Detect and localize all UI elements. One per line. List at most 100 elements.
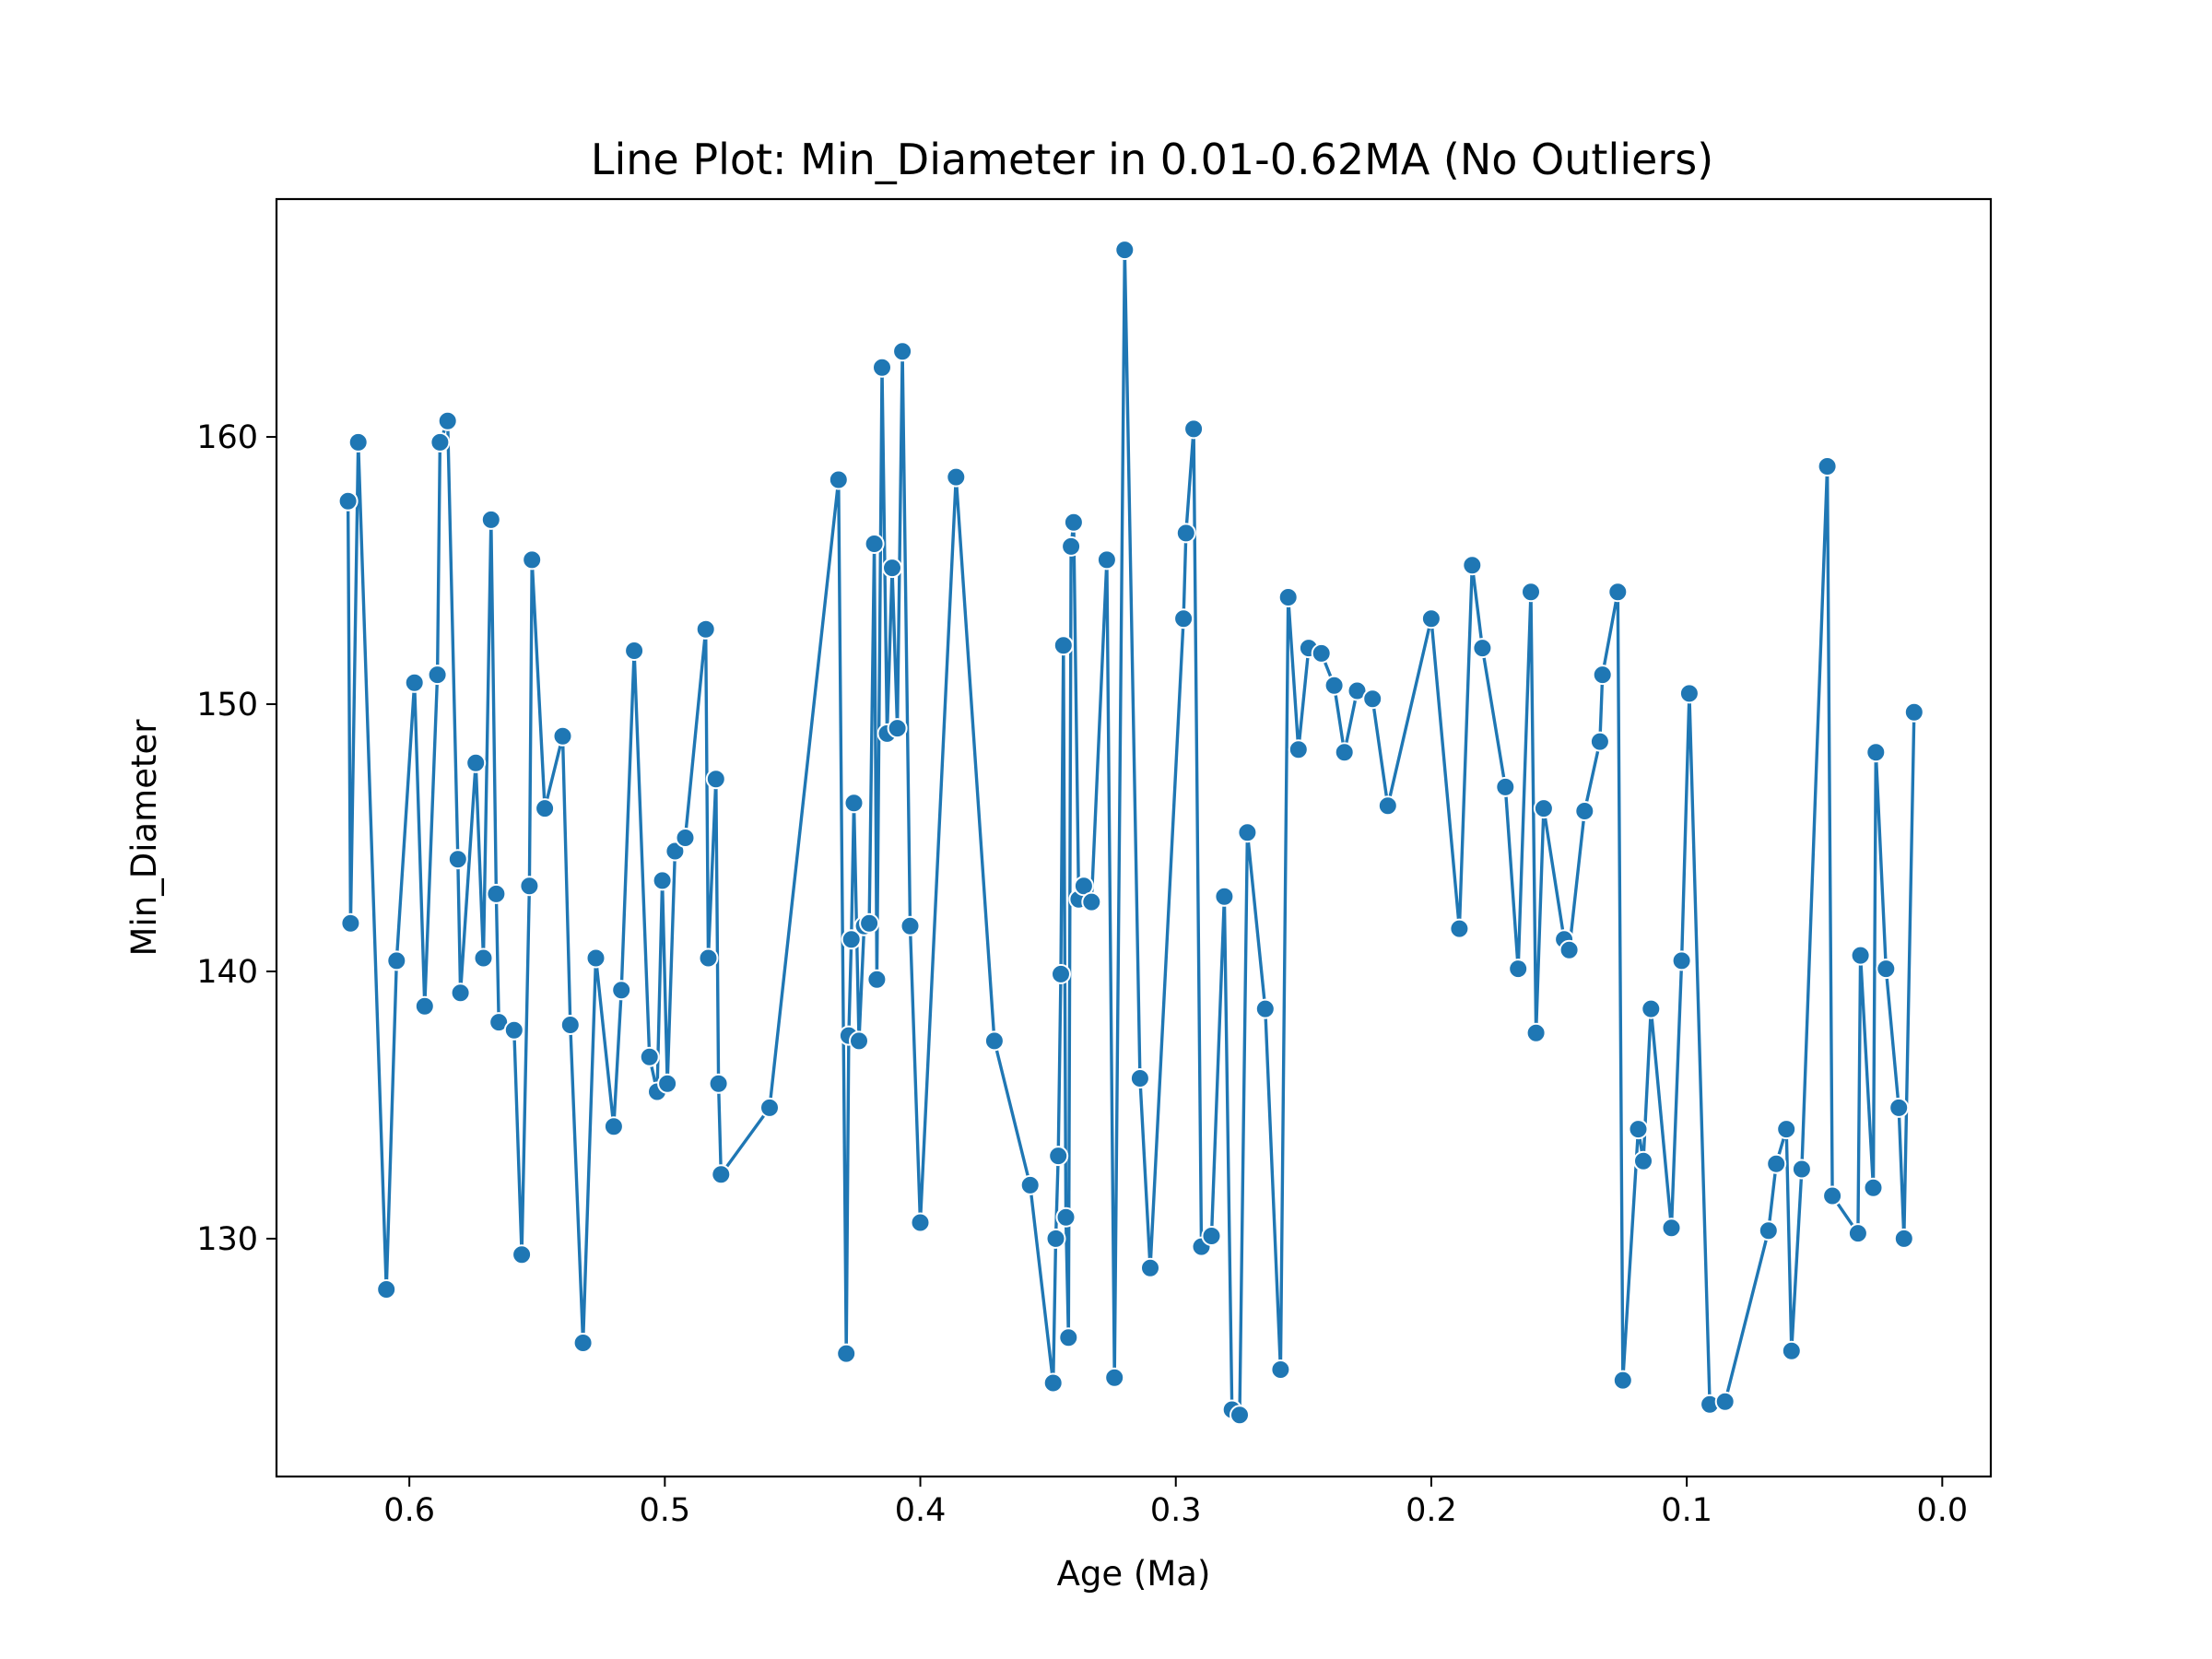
- data-point: [828, 469, 849, 490]
- data-point: [1096, 549, 1117, 571]
- data-point: [1045, 1228, 1066, 1249]
- data-point: [1048, 1146, 1069, 1167]
- x-tick-label: 0.0: [1916, 1492, 1968, 1529]
- data-point: [910, 1212, 931, 1233]
- data-point: [657, 1073, 678, 1094]
- data-point: [1334, 742, 1355, 763]
- x-tick-label: 0.2: [1406, 1492, 1457, 1529]
- data-point: [695, 618, 716, 640]
- data-point: [1678, 683, 1700, 704]
- data-point: [450, 982, 471, 1004]
- data-point: [1781, 1340, 1802, 1361]
- data-point: [1495, 776, 1516, 797]
- data-point: [486, 883, 507, 904]
- data-point: [1058, 1327, 1079, 1348]
- x-tick-label: 0.3: [1150, 1492, 1202, 1529]
- data-point: [522, 549, 543, 571]
- data-point: [552, 725, 573, 747]
- data-point: [535, 798, 556, 819]
- data-point: [386, 950, 407, 971]
- data-point: [864, 534, 885, 554]
- y-tick-label: 130: [196, 1221, 258, 1258]
- data-point: [1377, 795, 1398, 817]
- data-point: [376, 1279, 397, 1300]
- series-layer: [337, 240, 1924, 1426]
- data-point: [1766, 1153, 1787, 1174]
- data-point: [1612, 1370, 1633, 1391]
- data-point: [1850, 945, 1871, 966]
- data-point: [1081, 891, 1102, 912]
- data-point: [1607, 582, 1629, 603]
- data-point: [1903, 701, 1924, 723]
- data-point: [1817, 456, 1838, 477]
- data-point: [1633, 1150, 1653, 1171]
- data-point: [512, 1244, 533, 1265]
- y-tick-label: 160: [196, 419, 258, 456]
- data-point: [1183, 418, 1205, 440]
- data-point: [624, 641, 645, 661]
- data-point: [1042, 1372, 1064, 1394]
- data-point: [836, 1343, 857, 1364]
- data-point: [1053, 635, 1074, 656]
- y-axis-label: Min_Diameter: [124, 719, 164, 957]
- data-point: [872, 357, 892, 378]
- data-point: [946, 466, 967, 488]
- data-point: [503, 1019, 524, 1041]
- data-point: [1888, 1097, 1910, 1118]
- data-point: [759, 1097, 780, 1118]
- data-point: [841, 929, 862, 950]
- data-point: [665, 841, 686, 862]
- data-point: [447, 849, 468, 870]
- data-point: [1324, 675, 1345, 696]
- data-point: [1508, 959, 1529, 980]
- y-tick-label: 150: [196, 687, 258, 724]
- data-point: [1525, 1022, 1547, 1043]
- data-point: [427, 665, 448, 686]
- data-point: [639, 1046, 660, 1067]
- data-point: [1592, 665, 1613, 686]
- y-axis: 130 140 150 160: [196, 419, 276, 1258]
- data-point: [1362, 688, 1383, 710]
- chart-title: Line Plot: Min_Diameter in 0.01-0.62MA (…: [591, 135, 1713, 184]
- x-tick-label: 0.5: [640, 1492, 691, 1529]
- data-point: [1628, 1119, 1649, 1140]
- data-point: [892, 341, 913, 362]
- data-point: [1288, 739, 1309, 760]
- data-point: [585, 947, 606, 969]
- data-point: [1063, 512, 1084, 533]
- data-point: [1758, 1220, 1779, 1241]
- data-point: [887, 718, 908, 739]
- data-point: [1051, 963, 1071, 984]
- data-point: [1589, 731, 1610, 752]
- data-point: [1472, 638, 1493, 659]
- data-point: [1521, 582, 1541, 603]
- data-point: [1114, 240, 1135, 261]
- data-point: [1574, 801, 1595, 821]
- data-point: [340, 912, 361, 934]
- data-point: [1671, 950, 1692, 971]
- data-point: [983, 1030, 1005, 1052]
- data-point: [1104, 1367, 1125, 1388]
- data-point: [652, 870, 673, 891]
- data-point: [1237, 822, 1258, 843]
- data-point: [1533, 798, 1554, 819]
- data-point: [611, 980, 632, 1001]
- data-point: [849, 1030, 869, 1052]
- data-point: [843, 793, 865, 814]
- data-point: [1449, 918, 1470, 939]
- data-point: [1175, 523, 1196, 544]
- data-point: [859, 912, 880, 934]
- data-point: [1791, 1159, 1812, 1180]
- data-point: [1019, 1174, 1041, 1195]
- data-point: [1559, 939, 1580, 960]
- data-point: [414, 995, 435, 1017]
- data-point: [603, 1116, 624, 1137]
- data-point: [1714, 1391, 1735, 1412]
- data-point: [1140, 1257, 1160, 1278]
- data-point: [465, 752, 487, 773]
- data-point: [404, 672, 425, 693]
- data-point: [711, 1164, 732, 1185]
- data-point: [1201, 1226, 1222, 1246]
- data-point: [437, 410, 458, 431]
